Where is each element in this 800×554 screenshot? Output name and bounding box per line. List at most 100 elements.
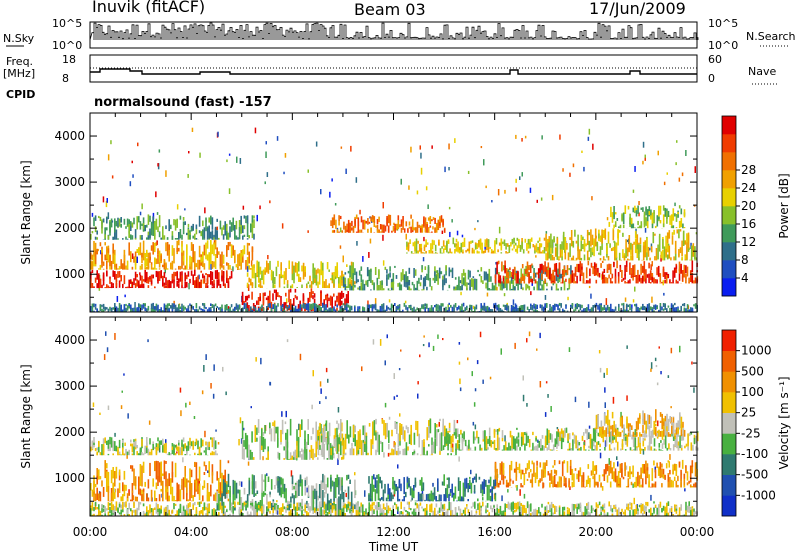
- sparse-cell: [644, 154, 646, 158]
- data-cell: [131, 465, 134, 472]
- sparse-cell: [474, 388, 477, 392]
- data-cell: [190, 262, 193, 270]
- data-cell: [674, 439, 677, 447]
- data-cell: [627, 280, 630, 284]
- data-cell: [178, 247, 180, 252]
- data-cell: [337, 440, 340, 452]
- data-cell: [610, 248, 613, 252]
- data-cell: [256, 490, 259, 494]
- data-cell: [160, 307, 162, 312]
- data-cell: [622, 212, 625, 224]
- data-cell: [509, 430, 512, 438]
- data-cell: [379, 310, 382, 312]
- data-cell: [328, 422, 331, 437]
- data-cell: [622, 476, 625, 480]
- data-cell: [192, 440, 194, 450]
- sparse-cell: [642, 160, 644, 165]
- data-cell: [590, 470, 593, 476]
- data-cell: [269, 422, 271, 429]
- data-cell: [634, 429, 637, 438]
- data-cell: [144, 278, 146, 283]
- data-cell: [672, 436, 675, 441]
- data-cell: [198, 230, 201, 234]
- data-cell: [578, 309, 580, 312]
- data-cell: [681, 270, 684, 281]
- data-cell: [469, 304, 471, 310]
- data-cell: [558, 302, 561, 306]
- data-cell: [123, 309, 126, 312]
- data-cell: [307, 297, 309, 307]
- data-cell: [588, 240, 591, 252]
- data-cell: [491, 309, 494, 312]
- data-cell: [581, 435, 584, 441]
- data-cell: [457, 496, 460, 502]
- data-cell: [447, 251, 450, 254]
- data-cell: [637, 437, 640, 448]
- data-cell: [299, 277, 302, 282]
- data-cell: [277, 292, 279, 297]
- data-cell: [424, 222, 427, 232]
- sparse-cell: [342, 255, 344, 263]
- data-cell: [112, 270, 114, 277]
- data-cell: [371, 489, 373, 495]
- data-cell: [106, 270, 108, 277]
- data-cell: [157, 475, 159, 486]
- data-cell: [615, 426, 617, 435]
- data-cell: [644, 438, 646, 441]
- data-cell: [411, 488, 413, 497]
- data-cell: [630, 217, 633, 228]
- data-cell: [317, 281, 319, 288]
- data-cell: [531, 305, 534, 311]
- data-cell: [195, 224, 198, 230]
- sparse-cell: [187, 174, 189, 178]
- data-cell: [641, 464, 644, 474]
- data-cell: [403, 496, 405, 502]
- data-cell: [354, 479, 356, 499]
- data-cell: [408, 221, 411, 226]
- data-cell: [162, 496, 164, 502]
- data-cell: [376, 474, 378, 479]
- data-cell: [609, 460, 612, 472]
- sparse-cell: [474, 227, 476, 231]
- data-cell: [619, 463, 622, 473]
- data-cell: [315, 490, 318, 511]
- data-cell: [173, 274, 175, 282]
- data-cell: [456, 307, 458, 311]
- data-cell: [189, 264, 191, 270]
- data-cell: [394, 310, 396, 312]
- data-cell: [604, 228, 607, 237]
- data-cell: [245, 260, 247, 270]
- data-cell: [436, 424, 438, 428]
- data-cell: [605, 277, 607, 284]
- data-cell: [592, 436, 595, 447]
- data-cell: [165, 242, 167, 252]
- data-cell: [138, 476, 140, 495]
- data-cell: [349, 426, 352, 438]
- data-cell: [238, 253, 241, 267]
- data-cell: [368, 476, 370, 484]
- sparse-cell: [693, 387, 695, 393]
- data-cell: [182, 221, 185, 235]
- data-cell: [576, 303, 578, 307]
- data-cell: [531, 460, 534, 465]
- sparse-cell: [247, 461, 250, 466]
- data-cell: [391, 429, 393, 437]
- data-cell: [229, 241, 231, 247]
- data-cell: [678, 229, 680, 239]
- sparse-cell: [474, 424, 477, 430]
- data-cell: [166, 242, 169, 256]
- data-cell: [264, 474, 267, 492]
- data-cell: [676, 229, 679, 234]
- data-cell: [402, 216, 404, 224]
- data-cell: [419, 227, 422, 233]
- data-cell: [226, 484, 228, 493]
- data-cell: [319, 454, 321, 456]
- data-cell: [552, 465, 554, 468]
- data-cell: [648, 303, 650, 311]
- data-cell: [638, 307, 641, 311]
- data-cell: [288, 260, 290, 269]
- data-cell: [677, 281, 679, 284]
- data-cell: [192, 306, 194, 310]
- data-cell: [181, 234, 183, 240]
- sparse-cell: [650, 264, 652, 270]
